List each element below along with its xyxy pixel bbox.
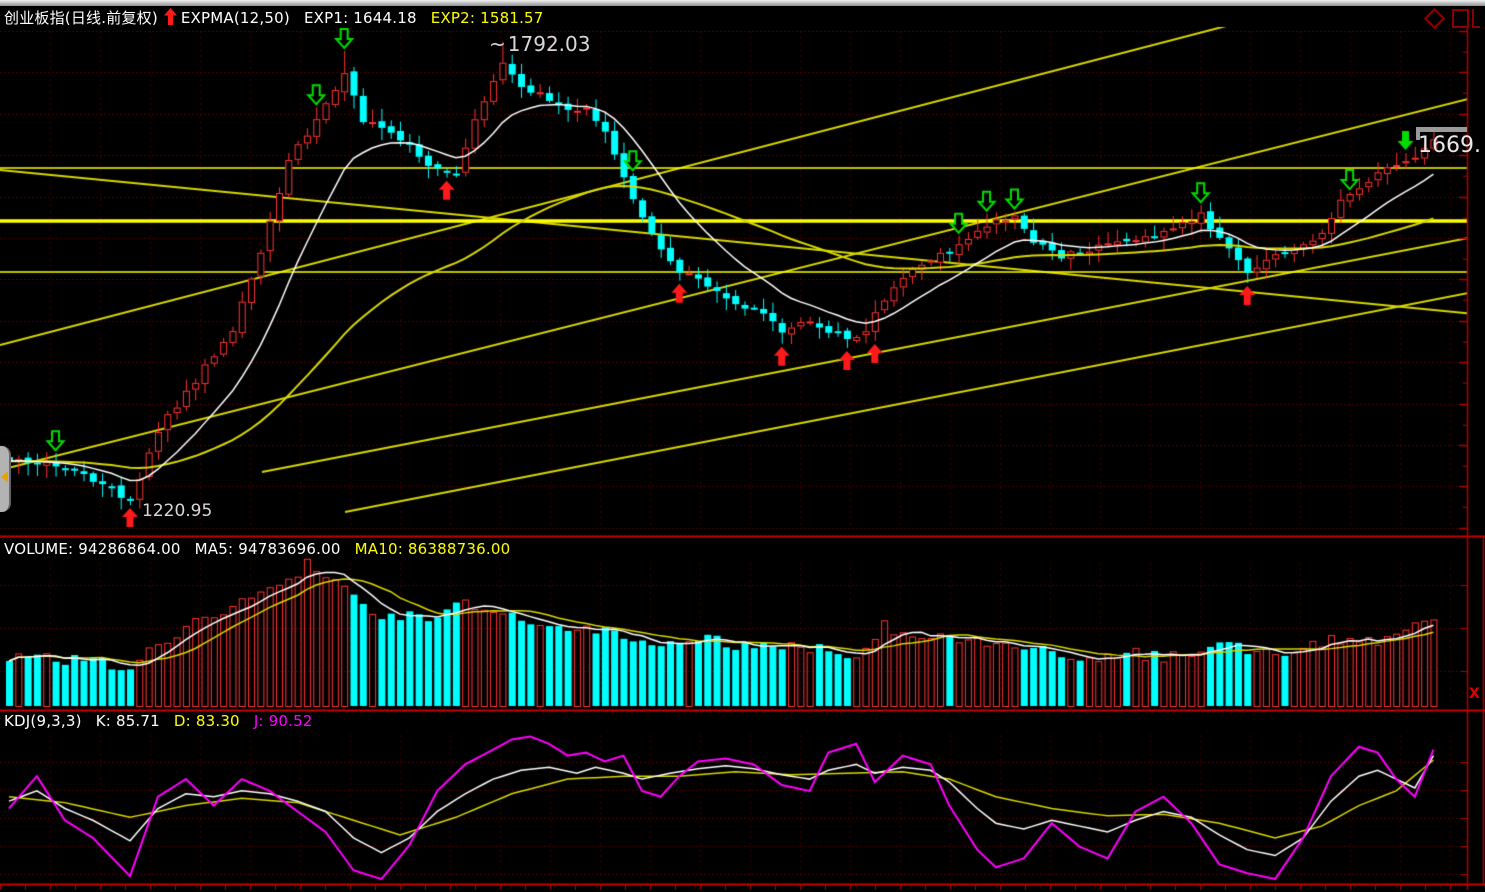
last-price-bracket-nub: [1416, 127, 1420, 140]
window-restore-icon[interactable]: [1452, 9, 1469, 28]
window-edge-bar-icon: [1472, 9, 1474, 28]
exp2-value: EXP2: 1581.57: [430, 9, 544, 27]
kdj-k-value: K: 85.71: [95, 712, 160, 730]
volume-header: VOLUME: 94286864.00 MA5: 94783696.00 MA10:…: [4, 540, 524, 558]
volume-ma5-value: MA5: 94783696.00: [194, 540, 341, 558]
high-price-text: 1792.03: [507, 32, 591, 56]
exp1-value: EXP1: 1644.18: [303, 9, 417, 27]
kdj-d-value: D: 83.30: [173, 712, 240, 730]
last-price-bracket: [1416, 127, 1467, 132]
last-price-label: 1669.: [1418, 133, 1481, 158]
signal-up-arrow-icon: [163, 8, 177, 25]
kdj-name: KDJ(9,3,3): [4, 712, 82, 730]
volume-value: VOLUME: 94286864.00: [4, 540, 181, 558]
kdj-j-value: J: 90.52: [253, 712, 313, 730]
main-chart-header: 创业板指(日线.前复权) EXPMA(12,50) EXP1: 1644.18 EXP…: [4, 7, 558, 28]
high-pointer: ~: [489, 32, 506, 56]
volume-ma10-value: MA10: 86388736.00: [354, 540, 511, 558]
high-price-annotation: ~1792.03: [489, 32, 590, 56]
low-price-annotation: 1220.95: [142, 501, 213, 521]
kdj-header: KDJ(9,3,3) K: 85.71 D: 83.30 J: 90.52: [4, 712, 327, 730]
sidebar-arrow-icon: [1, 471, 8, 483]
indicator-name: EXPMA(12,50): [180, 9, 290, 27]
instrument-title: 创业板指(日线.前复权): [4, 9, 158, 27]
panel-close-button[interactable]: X: [1469, 686, 1480, 702]
window-top-edge: [0, 0, 1485, 6]
window-edge-nub: [1472, 26, 1480, 28]
